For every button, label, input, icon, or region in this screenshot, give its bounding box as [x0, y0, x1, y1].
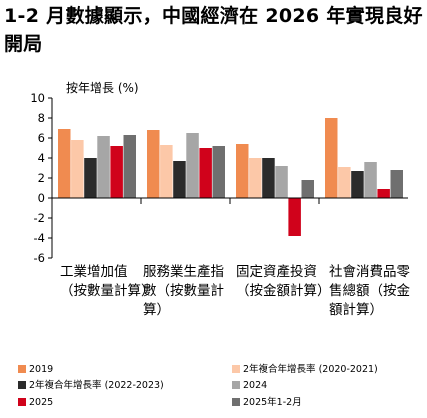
y-tick-label: 8 [38, 111, 45, 125]
bar [301, 180, 314, 198]
legend-label: 2019 [29, 364, 54, 375]
y-tick-label: -4 [34, 231, 45, 245]
y-tick-label: -6 [34, 251, 45, 265]
bar [110, 146, 123, 198]
chart-title: 1-2 月數據顯示，中國經濟在 2026 年實現良好開局 [4, 5, 423, 55]
bar [97, 136, 110, 198]
bar [71, 140, 84, 198]
y-tick-label: 4 [38, 151, 45, 165]
bar [160, 145, 173, 198]
bar [288, 198, 301, 236]
bar [390, 170, 403, 198]
legend-swatch [232, 398, 240, 406]
legend-label: 2025年1-2月 [243, 397, 302, 408]
bar [325, 118, 338, 198]
legend-item: 2年複合年增長率 (2020-2021) [232, 364, 378, 376]
y-tick-label: 6 [38, 131, 45, 145]
bar [236, 144, 249, 198]
legend-item: 2年複合年增長率 (2022-2023) [18, 380, 164, 392]
legend-label: 2年複合年增長率 (2020-2021) [243, 364, 378, 375]
y-tick-label: 10 [30, 91, 45, 105]
category-label: 服務業生產指數（按數量計算） [143, 264, 224, 318]
bar [84, 158, 97, 198]
legend-swatch [18, 398, 26, 406]
legend-swatch [232, 381, 240, 389]
legend-label: 2年複合年增長率 (2022-2023) [29, 380, 164, 391]
y-tick-label: 2 [38, 171, 45, 185]
legend-swatch [232, 365, 240, 373]
y-tick-label: -2 [34, 211, 45, 225]
bar [262, 158, 275, 198]
y-tick-label: 0 [38, 191, 45, 205]
legend-item: 2024 [232, 380, 267, 392]
bar [351, 171, 364, 198]
bar [58, 129, 71, 198]
bar [212, 146, 225, 198]
bar [173, 161, 186, 198]
bar [364, 162, 377, 198]
bar [377, 189, 390, 198]
legend-label: 2025 [29, 397, 54, 408]
legend-swatch [18, 365, 26, 373]
legend-swatch [18, 381, 26, 389]
bar [249, 158, 262, 198]
bar [275, 166, 288, 198]
category-label: 社會消費品零售總額（按金額計算） [329, 264, 410, 318]
y-axis-label: 按年增長 (%) [66, 81, 139, 95]
category-label: 工業增加值（按數量計算） [60, 264, 155, 299]
bar [123, 135, 136, 198]
bar [338, 167, 351, 198]
bar [199, 148, 212, 198]
category-label: 固定資產投資（按金額計算） [236, 264, 331, 299]
legend-item: 2025 [18, 397, 53, 409]
bar [147, 130, 160, 198]
bar [186, 133, 199, 198]
legend-item: 2019 [18, 364, 53, 376]
legend-item: 2025年1-2月 [232, 397, 302, 409]
legend-label: 2024 [243, 380, 268, 391]
